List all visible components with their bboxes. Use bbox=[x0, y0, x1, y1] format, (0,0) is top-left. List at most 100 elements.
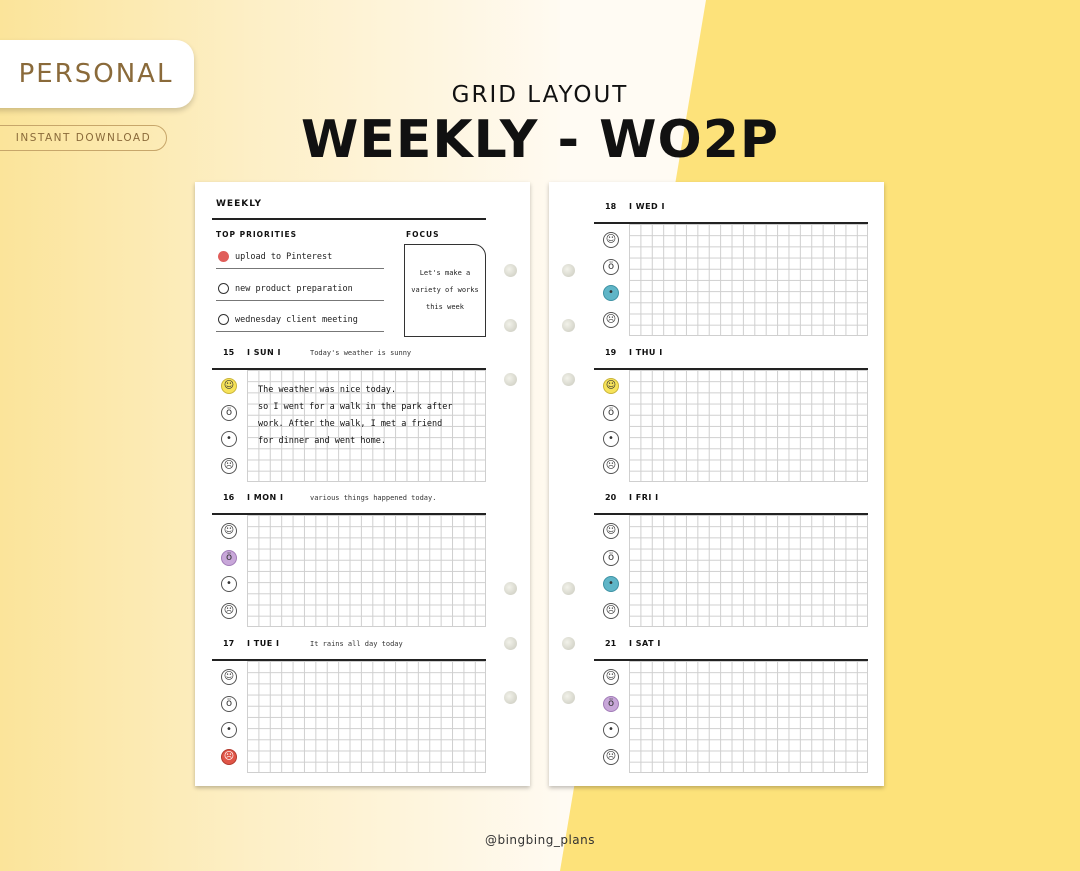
surprised-face-icon[interactable]: ö bbox=[221, 549, 237, 566]
focus-box: Let's make a variety of works this week bbox=[404, 244, 486, 337]
day-note[interactable]: various things happened today. bbox=[310, 494, 437, 502]
binder-hole bbox=[504, 637, 517, 650]
priority-text: new product preparation bbox=[235, 283, 353, 294]
day-name: I TUE I bbox=[247, 639, 280, 648]
day-name: I MON I bbox=[247, 493, 284, 502]
priority-item[interactable]: upload to Pinterest bbox=[216, 245, 384, 269]
smile-face-icon[interactable]: ☺ bbox=[221, 378, 237, 394]
neutral-face-icon[interactable]: • bbox=[221, 431, 237, 447]
neutral-face-icon[interactable]: • bbox=[603, 431, 619, 447]
day-name: I SAT I bbox=[629, 639, 661, 648]
mood-tracker: ☺ ö • ☹ bbox=[603, 232, 621, 338]
neutral-face-icon[interactable]: • bbox=[221, 722, 237, 738]
day-note[interactable]: Today's weather is sunny bbox=[310, 349, 412, 357]
binder-hole bbox=[562, 373, 575, 386]
priority-item[interactable]: wednesday client meeting bbox=[216, 308, 384, 332]
personal-badge: PERSONAL bbox=[0, 40, 194, 108]
day-header: 17 I TUE I It rains all day today bbox=[212, 639, 486, 653]
day-name: I SUN I bbox=[247, 348, 281, 357]
smile-face-icon[interactable]: ☺ bbox=[603, 523, 619, 539]
day-section: 19 I THU I ☺ ö • ☹ bbox=[594, 348, 868, 493]
day-number: 15 bbox=[223, 348, 235, 357]
smile-face-icon[interactable]: ☺ bbox=[603, 669, 619, 685]
day-header: 21 I SAT I bbox=[594, 639, 868, 653]
mood-tracker: ☺ ö • ☹ bbox=[221, 523, 239, 629]
grid-notes-area[interactable] bbox=[629, 370, 868, 482]
weekly-divider bbox=[212, 218, 486, 220]
day-note[interactable]: It rains all day today bbox=[310, 640, 403, 648]
binder-hole bbox=[562, 582, 575, 595]
right-planner-page: 18 I WED I ☺ ö • ☹ 19 I THU I ☺ ö • ☹ 20 I FRI I ☺ ö •… bbox=[549, 182, 884, 786]
surprised-face-icon[interactable]: ö bbox=[221, 404, 237, 421]
day-number: 18 bbox=[605, 202, 617, 211]
day-section: 20 I FRI I ☺ ö • ☹ bbox=[594, 493, 868, 638]
surprised-face-icon[interactable]: ö bbox=[603, 258, 619, 275]
day-name: I THU I bbox=[629, 348, 663, 357]
day-section: 15 I SUN I Today's weather is sunny ☺ ö • ☹ The… bbox=[212, 348, 486, 493]
smile-face-icon[interactable]: ☺ bbox=[221, 523, 237, 539]
left-planner-page: WEEKLY TOP PRIORITIES FOCUS upload to Pi… bbox=[195, 182, 530, 786]
binder-hole bbox=[562, 637, 575, 650]
neutral-face-icon[interactable]: • bbox=[603, 576, 619, 592]
grid-notes-area[interactable] bbox=[629, 661, 868, 773]
day-header: 19 I THU I bbox=[594, 348, 868, 362]
focus-label: FOCUS bbox=[406, 230, 440, 239]
personal-badge-label: PERSONAL bbox=[18, 59, 174, 89]
surprised-face-icon[interactable]: ö bbox=[603, 404, 619, 421]
priority-text: upload to Pinterest bbox=[235, 251, 333, 262]
smile-face-icon[interactable]: ☺ bbox=[603, 378, 619, 394]
binder-hole bbox=[504, 691, 517, 704]
day-divider bbox=[212, 659, 486, 661]
smile-face-icon[interactable]: ☺ bbox=[221, 669, 237, 685]
mood-tracker: ☺ ö • ☹ bbox=[603, 378, 621, 484]
day-divider bbox=[594, 513, 868, 515]
binder-hole bbox=[504, 319, 517, 332]
mood-tracker: ☺ ö • ☹ bbox=[603, 669, 621, 775]
binder-hole bbox=[562, 319, 575, 332]
neutral-face-icon[interactable]: • bbox=[603, 722, 619, 738]
binder-hole bbox=[504, 264, 517, 277]
sad-face-icon[interactable]: ☹ bbox=[221, 457, 237, 474]
neutral-face-icon[interactable]: • bbox=[603, 285, 619, 301]
page-title: WEEKLY - WO2P bbox=[300, 110, 780, 170]
day-header: 15 I SUN I Today's weather is sunny bbox=[212, 348, 486, 362]
day-header: 16 I MON I various things happened today. bbox=[212, 493, 486, 507]
binder-hole bbox=[562, 264, 575, 277]
surprised-face-icon[interactable]: ö bbox=[603, 549, 619, 566]
neutral-face-icon[interactable]: • bbox=[221, 576, 237, 592]
smile-face-icon[interactable]: ☺ bbox=[603, 232, 619, 248]
sad-face-icon[interactable]: ☹ bbox=[603, 457, 619, 474]
grid-notes-area[interactable] bbox=[629, 224, 868, 336]
grid-notes-area[interactable] bbox=[247, 515, 486, 627]
day-section: 16 I MON I various things happened today. ☺… bbox=[212, 493, 486, 638]
mood-tracker: ☺ ö • ☹ bbox=[221, 669, 239, 775]
instant-download-tag: INSTANT DOWNLOAD bbox=[0, 125, 167, 151]
sad-face-icon[interactable]: ☹ bbox=[603, 602, 619, 619]
binder-hole bbox=[562, 691, 575, 704]
priority-checkbox-icon[interactable] bbox=[218, 283, 229, 294]
grid-notes-area[interactable] bbox=[247, 661, 486, 773]
priority-text: wednesday client meeting bbox=[235, 314, 358, 325]
day-number: 21 bbox=[605, 639, 617, 648]
binder-hole bbox=[504, 373, 517, 386]
sad-face-icon[interactable]: ☹ bbox=[603, 748, 619, 765]
sad-face-icon[interactable]: ☹ bbox=[603, 311, 619, 328]
grid-notes-area[interactable] bbox=[247, 370, 486, 482]
grid-notes-area[interactable] bbox=[629, 515, 868, 627]
top-priorities-label: TOP PRIORITIES bbox=[216, 230, 298, 239]
day-number: 16 bbox=[223, 493, 235, 502]
weekly-label: WEEKLY bbox=[216, 199, 263, 209]
day-number: 20 bbox=[605, 493, 617, 502]
priority-checkbox-icon[interactable] bbox=[218, 251, 229, 262]
day-divider bbox=[594, 222, 868, 224]
surprised-face-icon[interactable]: ö bbox=[221, 695, 237, 712]
priority-checkbox-icon[interactable] bbox=[218, 314, 229, 325]
day-section: 21 I SAT I ☺ ö • ☹ bbox=[594, 639, 868, 784]
priority-item[interactable]: new product preparation bbox=[216, 277, 384, 301]
day-section: 18 I WED I ☺ ö • ☹ bbox=[594, 202, 868, 347]
binder-hole bbox=[504, 582, 517, 595]
surprised-face-icon[interactable]: ö bbox=[603, 695, 619, 712]
journal-entry[interactable]: The weather was nice today. so I went fo… bbox=[258, 385, 453, 446]
sad-face-icon[interactable]: ☹ bbox=[221, 602, 237, 619]
sad-face-icon[interactable]: ☹ bbox=[221, 748, 237, 765]
